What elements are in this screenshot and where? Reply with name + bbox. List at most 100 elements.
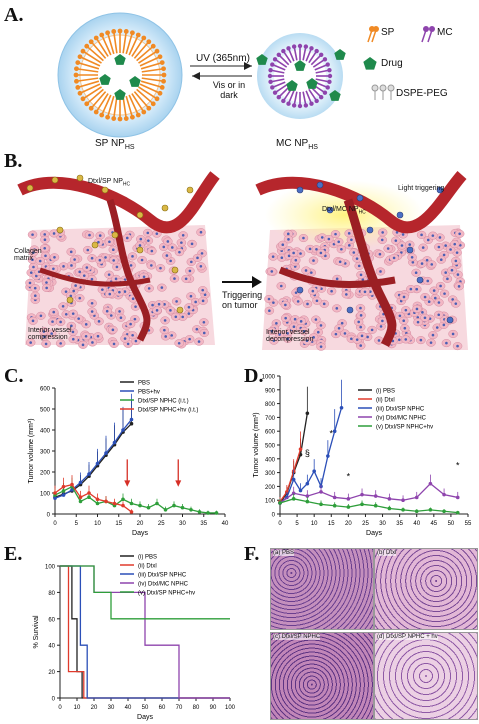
sp-molecule bbox=[125, 95, 134, 118]
sp-molecule bbox=[79, 83, 101, 95]
cell-nucleus bbox=[410, 255, 414, 259]
sp-head bbox=[154, 96, 160, 102]
mc-molecule bbox=[302, 46, 307, 61]
released-drug-dot bbox=[416, 276, 424, 284]
cell-nucleus bbox=[187, 312, 191, 315]
mc-head bbox=[319, 95, 324, 100]
y-tick-label: 0 bbox=[47, 513, 51, 519]
y-tick-label: 400 bbox=[265, 457, 276, 463]
cell-nucleus bbox=[174, 315, 178, 319]
significance-mark: * bbox=[456, 460, 460, 470]
data-point bbox=[319, 490, 323, 494]
data-point bbox=[291, 491, 296, 496]
cell-nucleus bbox=[433, 296, 437, 300]
cell-nucleus bbox=[159, 266, 162, 270]
cell-nucleus bbox=[395, 231, 399, 234]
sp-head bbox=[75, 84, 81, 90]
cell-nucleus bbox=[139, 237, 143, 241]
cell-nucleus bbox=[299, 252, 302, 255]
cell-nucleus bbox=[420, 262, 424, 265]
data-point bbox=[414, 509, 419, 514]
data-point bbox=[78, 495, 83, 499]
cell-nucleus bbox=[350, 337, 353, 341]
sp-head bbox=[74, 66, 79, 72]
data-point bbox=[326, 454, 330, 458]
legend-entry: (iv) Dtxl/MC NPHC bbox=[376, 416, 427, 422]
cell-nucleus bbox=[188, 337, 191, 341]
significance-mark: * bbox=[347, 472, 351, 482]
mc-molecule bbox=[274, 84, 288, 94]
x-tick-label: 40 bbox=[413, 521, 420, 527]
mc-molecule bbox=[293, 46, 298, 61]
cell-nucleus bbox=[189, 294, 193, 298]
cell-nucleus bbox=[90, 301, 94, 305]
cell-nucleus bbox=[355, 257, 359, 260]
x-tick-label: 25 bbox=[158, 521, 165, 527]
cell-nucleus bbox=[403, 326, 407, 330]
cell-nucleus bbox=[138, 244, 142, 247]
mc-molecule bbox=[270, 78, 285, 83]
cell-nucleus bbox=[91, 341, 94, 344]
data-point bbox=[346, 497, 351, 501]
drug-icon bbox=[256, 54, 268, 65]
mc-molecule bbox=[282, 50, 292, 64]
cell-nucleus bbox=[451, 332, 455, 336]
x-tick-label: 80 bbox=[193, 705, 200, 711]
series-line bbox=[279, 498, 458, 514]
cell-nucleus bbox=[169, 309, 172, 312]
mc-np-b-label: Dtxl/MC NPHC bbox=[322, 206, 366, 216]
panel-letter-e: E. bbox=[4, 543, 23, 565]
cell-nucleus bbox=[163, 328, 166, 332]
sp-head bbox=[93, 35, 99, 41]
cell-nucleus bbox=[340, 247, 343, 251]
sp-molecule bbox=[125, 32, 134, 55]
mc-head bbox=[291, 44, 297, 49]
cell-nucleus bbox=[38, 259, 42, 263]
cell-nucleus bbox=[327, 237, 331, 241]
y-tick-label: 20 bbox=[48, 670, 55, 676]
data-point bbox=[155, 501, 159, 506]
cell-nucleus bbox=[366, 335, 369, 339]
y-axis-label: % Survival bbox=[33, 615, 40, 649]
cell-nucleus bbox=[293, 317, 297, 321]
x-tick-label: 45 bbox=[430, 521, 437, 527]
cell-nucleus bbox=[400, 244, 404, 247]
cell-nucleus bbox=[415, 287, 419, 291]
cell-nucleus bbox=[170, 246, 174, 249]
cell-nucleus bbox=[108, 292, 112, 296]
cell-nucleus bbox=[188, 269, 192, 273]
legend-peg-icon bbox=[371, 84, 379, 92]
sp-head bbox=[73, 72, 79, 78]
x-tick-label: 40 bbox=[125, 705, 132, 711]
data-point bbox=[172, 503, 176, 508]
cell-nucleus bbox=[29, 271, 33, 274]
mc-head bbox=[286, 46, 291, 51]
x-tick-label: 30 bbox=[108, 705, 115, 711]
panel-b-schematic bbox=[17, 171, 468, 351]
y-tick-label: 60 bbox=[48, 617, 55, 623]
histology-d-caption: (d) Dtxl/SP NPHC + hv bbox=[377, 634, 438, 640]
cell-nucleus bbox=[108, 240, 111, 244]
cell-nucleus bbox=[98, 258, 102, 262]
mc-head bbox=[268, 79, 273, 85]
cell-nucleus bbox=[73, 258, 76, 261]
cell-nucleus bbox=[458, 232, 461, 236]
sp-molecule bbox=[141, 67, 164, 73]
legend-peg-icon bbox=[387, 84, 395, 92]
series-line bbox=[279, 448, 302, 502]
mc-head bbox=[303, 103, 309, 108]
data-point bbox=[278, 501, 282, 505]
mc-np-label: MC NPHS bbox=[276, 138, 318, 151]
sp-head bbox=[135, 112, 141, 118]
sp-molecule bbox=[90, 41, 107, 59]
cell-nucleus bbox=[150, 264, 153, 267]
sp-head bbox=[157, 90, 163, 96]
cell-nucleus bbox=[296, 300, 300, 303]
cell-nucleus bbox=[404, 338, 408, 341]
cell-nucleus bbox=[454, 302, 458, 305]
legend-entry: PBS+hv bbox=[138, 390, 160, 396]
cell-nucleus bbox=[319, 324, 323, 327]
cell-nucleus bbox=[357, 264, 361, 268]
cell-nucleus bbox=[421, 246, 425, 249]
cell-nucleus bbox=[314, 318, 318, 321]
